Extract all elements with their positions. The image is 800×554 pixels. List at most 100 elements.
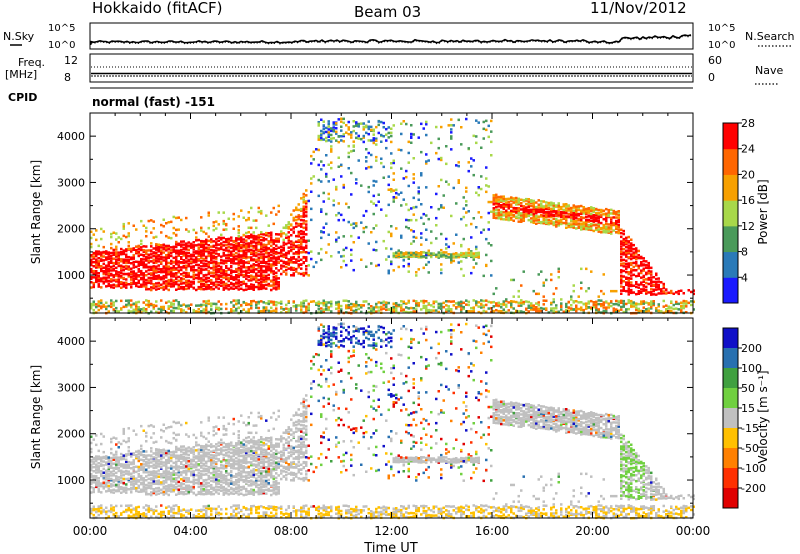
heatmap-cell bbox=[575, 223, 578, 226]
heatmap-cell bbox=[182, 261, 185, 265]
heatmap-cell bbox=[617, 211, 620, 214]
heatmap-cell bbox=[140, 258, 143, 261]
heatmap-cell bbox=[647, 264, 650, 267]
heatmap-cell bbox=[447, 245, 450, 249]
heatmap-cell bbox=[140, 453, 143, 457]
heatmap-cell bbox=[137, 306, 140, 309]
heatmap-cell bbox=[165, 476, 168, 479]
heatmap-cell bbox=[90, 510, 93, 513]
heatmap-cell bbox=[282, 241, 285, 244]
heatmap-cell bbox=[640, 302, 643, 306]
heatmap-cell bbox=[380, 305, 383, 309]
heatmap-cell bbox=[127, 427, 130, 430]
heatmap-cell bbox=[587, 300, 590, 303]
heatmap-cell bbox=[650, 305, 653, 309]
heatmap-cell bbox=[240, 265, 243, 268]
heatmap-cell bbox=[152, 283, 155, 286]
heatmap-cell bbox=[137, 449, 140, 453]
heatmap-cell bbox=[317, 302, 320, 305]
heatmap-cell bbox=[132, 272, 135, 275]
heatmap-cell bbox=[170, 278, 173, 281]
heatmap-cell bbox=[105, 483, 108, 487]
heatmap-cell bbox=[237, 244, 240, 247]
heatmap-cell bbox=[657, 305, 660, 308]
heatmap-cell bbox=[552, 292, 555, 296]
heatmap-cell bbox=[507, 205, 510, 209]
heatmap-cell bbox=[530, 201, 533, 205]
heatmap-cell bbox=[90, 236, 93, 240]
heatmap-cell bbox=[287, 252, 290, 255]
heatmap-cell bbox=[302, 226, 305, 230]
heatmap-cell bbox=[597, 230, 600, 233]
heatmap-cell bbox=[172, 473, 175, 476]
heatmap-cell bbox=[620, 285, 623, 288]
heatmap-cell bbox=[97, 507, 100, 510]
heatmap-cell bbox=[175, 299, 178, 302]
heatmap-cell bbox=[175, 493, 178, 496]
heatmap-cell bbox=[285, 253, 288, 257]
heatmap-cell bbox=[230, 239, 233, 242]
heatmap-cell bbox=[195, 239, 198, 242]
heatmap-cell bbox=[552, 207, 555, 210]
heatmap-cell bbox=[110, 242, 113, 246]
heatmap-cell bbox=[152, 247, 155, 250]
heatmap-cell bbox=[177, 433, 180, 436]
heatmap-cell bbox=[475, 141, 478, 145]
heatmap-cell bbox=[407, 161, 410, 164]
heatmap-cell bbox=[495, 197, 498, 201]
heatmap-cell bbox=[275, 307, 278, 310]
heatmap-cell bbox=[285, 251, 288, 255]
heatmap-cell bbox=[460, 217, 463, 221]
heatmap-cell bbox=[150, 231, 153, 234]
heatmap-cell bbox=[487, 228, 490, 231]
heatmap-cell bbox=[280, 259, 283, 262]
heatmap-cell bbox=[512, 215, 515, 218]
heatmap-cell bbox=[665, 304, 668, 307]
heatmap-cell bbox=[212, 257, 215, 260]
heatmap-cell bbox=[277, 251, 280, 255]
heatmap-cell bbox=[122, 432, 125, 435]
heatmap-cell bbox=[552, 217, 555, 221]
heatmap-cell bbox=[265, 277, 268, 281]
heatmap-cell bbox=[430, 230, 433, 233]
heatmap-cell bbox=[345, 202, 348, 206]
heatmap-cell bbox=[237, 257, 240, 261]
heatmap-cell bbox=[555, 210, 558, 213]
heatmap-cell bbox=[460, 243, 463, 247]
heatmap-cell bbox=[260, 209, 263, 213]
heatmap-cell bbox=[147, 473, 150, 477]
heatmap-cell bbox=[170, 454, 173, 457]
heatmap-cell bbox=[130, 262, 133, 265]
heatmap-cell bbox=[390, 127, 393, 130]
heatmap-cell bbox=[105, 256, 108, 259]
heatmap-cell bbox=[135, 453, 138, 457]
heatmap-cell bbox=[132, 263, 135, 266]
heatmap-cell bbox=[420, 203, 423, 206]
heatmap-cell bbox=[235, 281, 238, 284]
heatmap-cell bbox=[335, 185, 338, 189]
heatmap-cell bbox=[272, 257, 275, 260]
heatmap-cell bbox=[100, 474, 103, 478]
heatmap-cell bbox=[225, 228, 228, 231]
heatmap-cell bbox=[175, 485, 178, 489]
heatmap-cell bbox=[267, 267, 270, 270]
heatmap-cell bbox=[267, 277, 270, 280]
heatmap-cell bbox=[97, 449, 100, 453]
heatmap-cell bbox=[612, 216, 615, 219]
heatmap-cell bbox=[105, 250, 108, 253]
heatmap-cell bbox=[220, 258, 223, 262]
heatmap-cell bbox=[247, 309, 250, 313]
heatmap-cell bbox=[220, 274, 223, 278]
heatmap-cell bbox=[125, 286, 128, 289]
heatmap-cell bbox=[545, 299, 548, 302]
heatmap-cell bbox=[640, 255, 643, 259]
heatmap-cell bbox=[522, 207, 525, 210]
heatmap-cell bbox=[97, 300, 100, 303]
heatmap-cell bbox=[262, 261, 265, 264]
heatmap-cell bbox=[95, 270, 98, 273]
heatmap-cell bbox=[535, 222, 538, 225]
heatmap-cell bbox=[147, 484, 150, 487]
heatmap-cell bbox=[100, 265, 103, 268]
heatmap-cell bbox=[162, 487, 165, 490]
heatmap-cell bbox=[392, 196, 395, 199]
